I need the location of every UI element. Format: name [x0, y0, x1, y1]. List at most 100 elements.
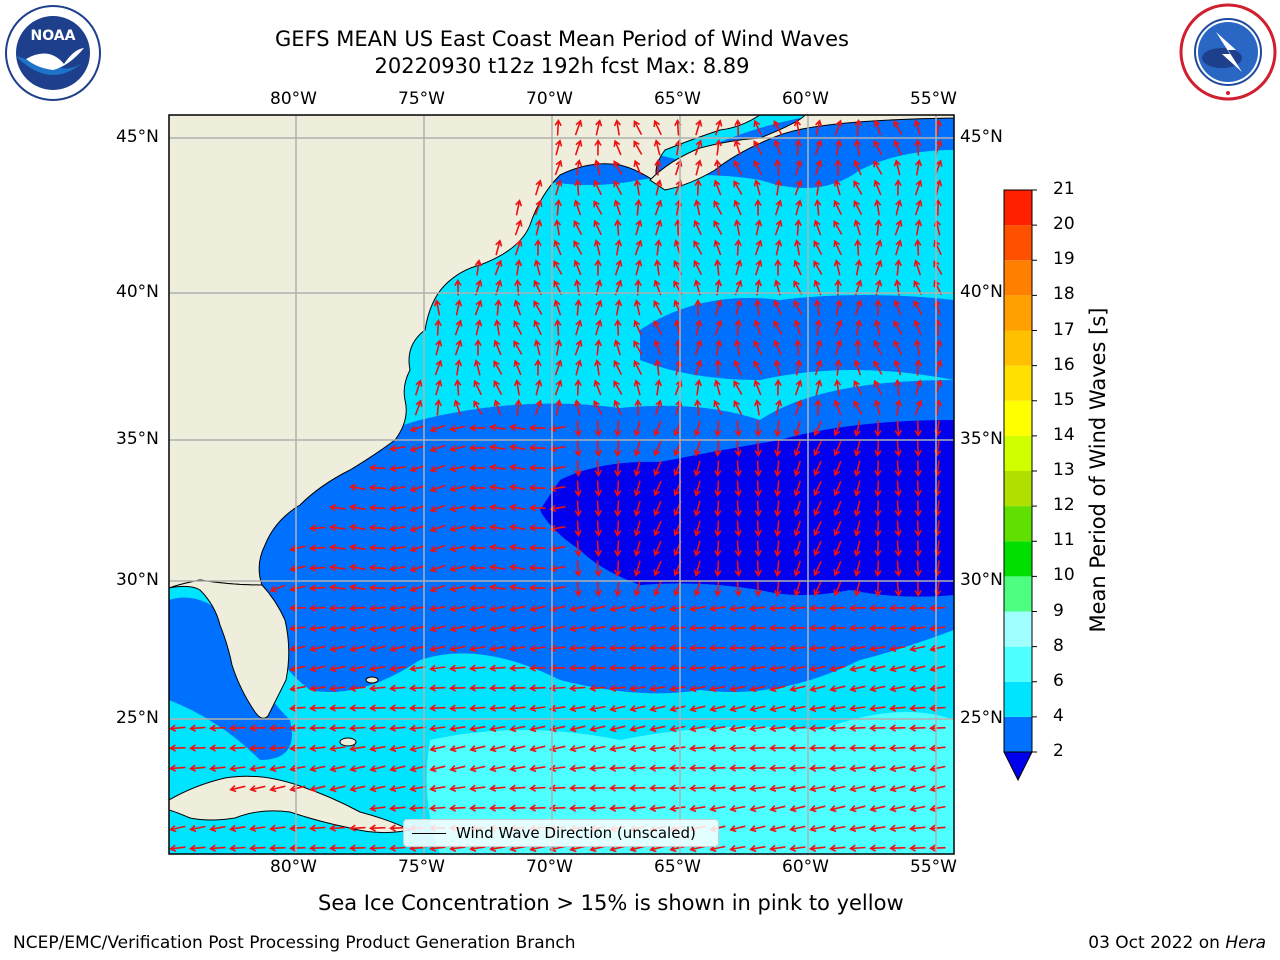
- wind-wave-arrow: [348, 704, 366, 712]
- wind-wave-arrow: [488, 684, 506, 692]
- wind-wave-arrow: [228, 744, 246, 752]
- wind-wave-arrow: [889, 764, 906, 773]
- colorbar-under-arrow: [1003, 751, 1033, 782]
- wind-wave-arrow: [633, 460, 641, 477]
- wind-wave-arrow: [733, 400, 743, 415]
- wind-wave-arrow: [528, 444, 546, 452]
- wind-wave-arrow: [929, 765, 946, 773]
- wind-wave-arrow: [814, 159, 823, 176]
- wind-wave-arrow: [389, 645, 406, 653]
- wind-wave-arrow: [828, 624, 846, 632]
- wind-wave-arrow: [868, 724, 886, 732]
- wind-wave-arrow: [574, 500, 582, 518]
- wind-wave-arrow: [574, 480, 582, 498]
- wind-wave-arrow: [694, 398, 702, 416]
- wind-wave-arrow: [229, 764, 246, 773]
- wind-wave-arrow: [609, 725, 626, 733]
- wind-wave-arrow: [853, 560, 861, 577]
- wind-wave-arrow: [853, 580, 861, 597]
- wind-wave-arrow: [534, 358, 542, 376]
- wind-wave-arrow: [269, 584, 286, 593]
- wind-wave-arrow: [633, 540, 641, 557]
- wind-wave-arrow: [489, 724, 506, 733]
- wind-wave-arrow: [909, 805, 926, 813]
- wind-wave-arrow: [389, 464, 406, 473]
- wind-wave-arrow: [389, 785, 406, 793]
- wind-wave-arrow: [808, 764, 826, 772]
- wind-wave-arrow: [488, 664, 506, 672]
- wind-wave-arrow: [908, 624, 926, 633]
- wind-wave-arrow: [808, 744, 826, 752]
- wind-wave-arrow: [614, 520, 622, 538]
- wind-wave-arrow: [713, 399, 723, 416]
- wind-wave-arrow: [709, 804, 726, 813]
- wind-wave-arrow: [549, 564, 566, 573]
- wind-wave-arrow: [574, 440, 582, 458]
- wind-wave-arrow: [773, 139, 782, 156]
- wind-wave-arrow: [208, 744, 226, 752]
- wind-wave-arrow: [308, 744, 326, 753]
- wind-wave-arrow: [889, 785, 906, 793]
- wind-wave-arrow: [754, 198, 762, 216]
- wind-wave-arrow: [834, 358, 843, 376]
- wind-wave-arrow: [489, 443, 506, 452]
- wind-wave-arrow: [914, 540, 922, 558]
- wind-wave-arrow: [813, 480, 822, 497]
- wind-wave-arrow: [733, 380, 743, 395]
- wind-wave-arrow: [808, 844, 826, 853]
- wind-wave-arrow: [733, 159, 743, 176]
- lat-label: 30°N: [116, 570, 159, 590]
- wind-wave-arrow: [869, 665, 886, 673]
- wind-wave-arrow: [474, 338, 482, 356]
- wind-wave-arrow: [693, 560, 701, 577]
- wind-wave-arrow: [835, 299, 843, 316]
- wind-wave-arrow: [568, 784, 586, 792]
- wind-wave-arrow: [689, 725, 706, 733]
- wind-wave-arrow: [874, 440, 882, 458]
- wind-wave-arrow: [269, 785, 286, 793]
- wind-wave-arrow: [853, 200, 863, 215]
- wind-wave-arrow: [935, 179, 943, 196]
- wind-wave-arrow: [809, 825, 826, 833]
- wind-wave-arrow: [613, 160, 623, 175]
- wind-wave-arrow: [794, 338, 802, 356]
- wind-wave-arrow: [748, 744, 766, 752]
- wind-wave-arrow: [793, 540, 801, 557]
- wind-wave-arrow: [853, 380, 863, 395]
- wind-wave-arrow: [714, 520, 722, 538]
- lat-label: 25°N: [116, 708, 159, 728]
- wind-wave-arrow: [795, 199, 803, 216]
- wind-wave-arrow: [914, 179, 923, 196]
- map-title: GEFS MEAN US East Coast Mean Period of W…: [275, 27, 849, 51]
- wind-wave-arrow: [614, 218, 622, 236]
- wind-wave-arrow: [849, 805, 866, 813]
- wind-wave-arrow: [249, 764, 266, 773]
- wind-wave-arrow: [729, 844, 746, 853]
- wind-wave-arrow: [873, 360, 883, 375]
- wind-wave-arrow: [514, 239, 523, 256]
- wind-wave-arrow: [368, 684, 386, 692]
- colorbar-segment: [1004, 330, 1032, 366]
- wind-wave-arrow: [628, 664, 646, 672]
- wind-wave-arrow: [613, 180, 623, 195]
- wind-wave-arrow: [368, 824, 386, 832]
- colorbar-segment: [1004, 576, 1032, 612]
- wind-wave-arrow: [429, 745, 446, 753]
- wind-wave-arrow: [308, 604, 326, 612]
- lon-label: 65°W: [654, 89, 701, 109]
- wind-wave-arrow: [593, 159, 601, 176]
- wind-wave-arrow: [474, 299, 483, 316]
- wind-wave-arrow: [793, 420, 801, 437]
- wind-wave-arrow: [735, 299, 743, 316]
- wind-wave-arrow: [893, 159, 901, 176]
- wind-wave-arrow: [389, 444, 406, 453]
- wind-wave-arrow: [289, 545, 306, 553]
- wind-wave-arrow: [695, 119, 703, 136]
- wind-wave-arrow: [594, 480, 602, 498]
- wind-wave-arrow: [829, 824, 846, 833]
- wind-wave-arrow: [793, 319, 802, 336]
- wind-wave-arrow: [509, 725, 526, 733]
- wind-wave-arrow: [853, 420, 861, 437]
- wind-wave-arrow: [554, 159, 563, 176]
- wind-wave-arrow: [768, 764, 786, 772]
